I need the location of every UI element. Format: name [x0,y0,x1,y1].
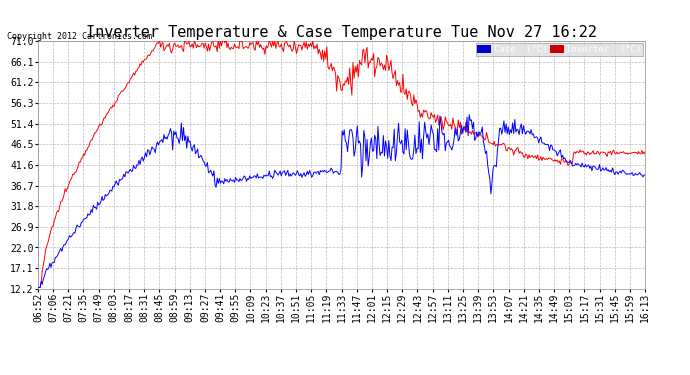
Title: Inverter Temperature & Case Temperature Tue Nov 27 16:22: Inverter Temperature & Case Temperature … [86,25,597,40]
Text: Copyright 2012 Cartronics.com: Copyright 2012 Cartronics.com [7,32,152,41]
Legend: Case  (°C), Inverter  (°C): Case (°C), Inverter (°C) [475,43,643,56]
